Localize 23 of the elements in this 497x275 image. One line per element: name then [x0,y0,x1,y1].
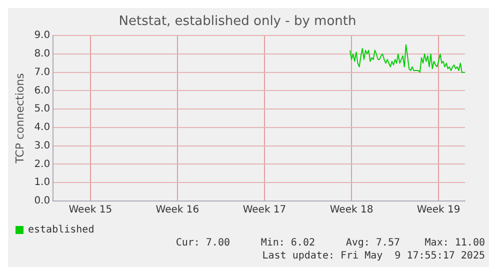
y-tick-label: 5.0 [34,104,50,115]
y-tick-label: 2.0 [34,158,50,170]
text: Max: 11.00 [424,238,485,249]
y-tick-label: 9.0 [34,30,50,42]
text: Min: 6.02 [260,238,315,249]
x-tick-label: Week 19 [416,204,460,216]
text: Last update: Fri May 9 17:55:17 2025 [262,250,485,262]
y-tick-label: 4.0 [34,122,50,134]
text: Cur: 7.00 [176,238,230,249]
y-axis-title: TCP connections [13,72,26,164]
x-tick-label: Week 15 [68,204,112,216]
x-tick-label: Week 18 [330,204,374,216]
y-tick-label: 7.0 [34,66,50,78]
y-tick-label: 6.0 [34,85,50,96]
x-tick-label: Week 16 [156,204,200,216]
y-tick-label: 8.0 [34,48,50,60]
y-tick-label: 0.0 [34,196,50,207]
text: Avg: 7.57 [346,238,400,249]
chart-title: Netstat, established only - by month [118,14,356,30]
legend-label: established [28,224,94,236]
y-tick-label: 1.0 [34,177,50,188]
y-tick-label: 3.0 [34,140,50,152]
x-tick-label: Week 17 [242,204,286,216]
